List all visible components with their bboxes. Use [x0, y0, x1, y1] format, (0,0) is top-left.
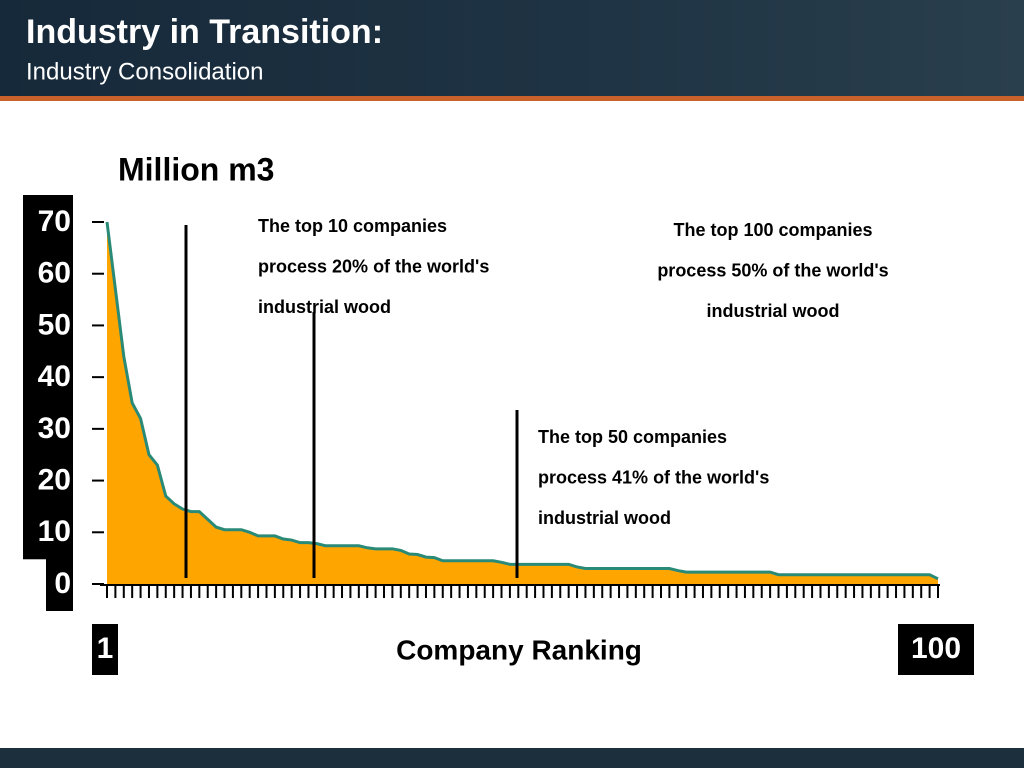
plot: 0 10 20 30 40 50 60 70 1 100: [23, 195, 974, 675]
slide-title: Industry in Transition:: [26, 13, 383, 51]
y-tick-box: [23, 505, 73, 560]
y-tick-label: 50: [38, 308, 71, 341]
y-tick-label: 30: [38, 412, 71, 445]
annotation-line: process 20% of the world's: [258, 256, 489, 276]
header-stripe: [0, 96, 1024, 101]
y-tick-box: [23, 195, 73, 249]
annotation-line: The top 10 companies: [258, 216, 447, 236]
x-tick-label: 100: [911, 632, 961, 665]
header-bar: [0, 0, 1024, 96]
annotations: The top 10 companies process 20% of the w…: [258, 216, 889, 528]
y-tick-label: 40: [38, 360, 71, 393]
x-tick-box: [92, 624, 118, 675]
annotation-line: industrial wood: [258, 297, 391, 317]
annotation-line: industrial wood: [538, 508, 671, 528]
slide-subtitle: Industry Consolidation: [26, 58, 263, 85]
leader-lines: [184, 225, 519, 578]
annotation-line: The top 100 companies: [673, 220, 872, 240]
annotation-line: process 41% of the world's: [538, 467, 769, 487]
y-tick-box: [23, 246, 73, 301]
annotation-line: industrial wood: [707, 301, 840, 321]
y-tick-label: 0: [54, 567, 71, 600]
annotation-line: process 50% of the world's: [657, 260, 888, 280]
y-tick-box: [23, 350, 73, 405]
x-tick-label: 1: [97, 632, 114, 665]
area-line: [105, 221, 939, 581]
y-tick-label: 10: [38, 515, 71, 548]
annotation-line: The top 50 companies: [538, 427, 727, 447]
y-tick-box: [23, 401, 73, 456]
footer-bar: [0, 748, 1024, 768]
x-axis-title: Company Ranking: [396, 634, 642, 665]
area: [107, 222, 938, 584]
y-tick-label: 20: [38, 463, 71, 496]
y-tick-box: [23, 298, 73, 353]
y-tick-label: 60: [38, 257, 71, 290]
y-tick-box: [23, 453, 73, 508]
y-tick-label: 70: [38, 205, 71, 238]
y-tick-box: [46, 557, 73, 611]
y-axis-title: Million m3: [118, 151, 274, 187]
x-tick-box: [898, 624, 974, 675]
